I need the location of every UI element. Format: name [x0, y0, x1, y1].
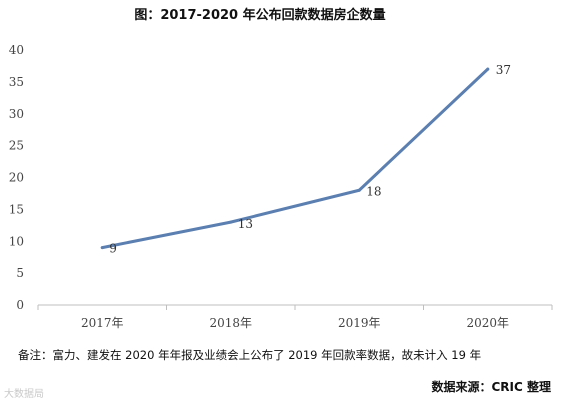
data-label: 18 [366, 184, 381, 198]
y-tick-label: 30 [9, 107, 24, 121]
y-tick-label: 10 [9, 234, 24, 248]
x-axis: 2017年 2018年 2019年 2020年 [37, 304, 553, 330]
y-tick-label: 20 [9, 171, 24, 185]
data-label: 9 [109, 242, 117, 256]
data-point [229, 220, 233, 224]
y-axis: 0 5 10 15 20 25 30 35 40 [9, 43, 24, 312]
x-tick-label: 2019年 [338, 316, 381, 330]
data-point [357, 188, 361, 192]
y-tick-label: 40 [9, 43, 24, 57]
y-tick-label: 5 [16, 266, 24, 280]
data-point [100, 246, 104, 250]
y-tick-label: 35 [9, 75, 24, 89]
watermark: 大数据局 [4, 389, 44, 400]
line-chart: 0 5 10 15 20 25 30 35 40 2017年 2018年 2019年 2020年 9 1… [9, 43, 553, 330]
footnote: 备注：富力、建发在 2020 年年报及业绩会上公布了 2019 年回款率数据，故… [18, 348, 482, 362]
chart-title: 图：2017-2020 年公布回款数据房企数量 [134, 8, 386, 23]
x-tick-label: 2020年 [466, 316, 509, 330]
x-tick-label: 2017年 [81, 316, 124, 330]
data-labels: 9 13 18 37 [109, 63, 511, 256]
data-label: 37 [496, 63, 511, 77]
x-tick-label: 2018年 [209, 316, 252, 330]
series-layer [100, 67, 490, 250]
y-tick-label: 15 [9, 202, 24, 216]
y-tick-label: 25 [9, 139, 24, 153]
source-label: 数据来源：CRIC 整理 [431, 380, 552, 394]
data-point [486, 67, 490, 71]
series-line [100, 67, 490, 250]
data-label: 13 [238, 217, 253, 231]
y-tick-label: 0 [16, 298, 24, 312]
